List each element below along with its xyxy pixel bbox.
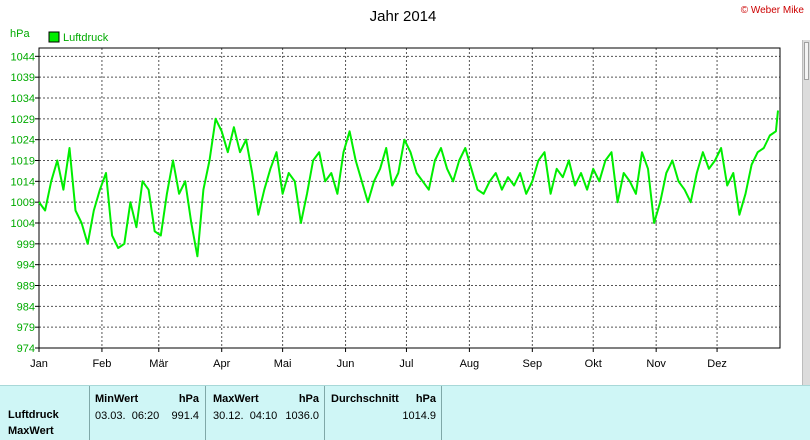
- maxwert-datetime: 30.12. 04:10: [213, 410, 278, 422]
- x-tick-label: Jul: [399, 358, 413, 370]
- y-tick-label: 1004: [11, 218, 35, 230]
- minwert-unit: hPa: [178, 393, 199, 405]
- y-tick-label: 994: [17, 260, 35, 272]
- x-axis: Jan Feb Mär Apr Mai Jun Jul Aug Sep Okt Nov Dez: [30, 348, 727, 370]
- chart-title: Jahr 2014: [370, 8, 437, 25]
- y-axis: 974 979 984 989 994 999 1004 1009 1014 1019 1024 10…: [11, 51, 39, 355]
- maxwert-value: 1036.0: [285, 410, 319, 422]
- durchschnitt-value: 1014.9: [402, 410, 436, 422]
- row-label-maxwert: MaxWert: [8, 425, 54, 437]
- maxwert-unit: hPa: [298, 393, 319, 405]
- y-tick-label: 1014: [11, 176, 35, 188]
- y-unit-label: hPa: [10, 28, 30, 40]
- x-tick-label: Nov: [646, 358, 666, 370]
- y-tick-label: 1039: [11, 72, 35, 84]
- y-tick-label: 1019: [11, 156, 35, 168]
- y-tick-label: 989: [17, 281, 35, 293]
- y-tick-label: 1009: [11, 197, 35, 209]
- x-tick-label: Aug: [460, 358, 480, 370]
- x-tick-label: Dez: [707, 358, 727, 370]
- copyright-label: © Weber Mike: [741, 5, 805, 16]
- y-tick-label: 984: [17, 301, 35, 313]
- x-tick-label: Sep: [523, 358, 543, 370]
- x-tick-label: Jan: [30, 358, 48, 370]
- x-tick-label: Feb: [92, 358, 111, 370]
- series-line-luftdruck: [38, 110, 779, 258]
- scrollbar-thumb[interactable]: [804, 42, 809, 80]
- plot-frame: [38, 47, 781, 349]
- y-tick-label: 974: [17, 343, 35, 355]
- x-tick-label: Mai: [274, 358, 292, 370]
- row-label-luftdruck: Luftdruck: [8, 409, 59, 421]
- y-tick-label: 1044: [11, 51, 35, 63]
- minwert-column: MinWert hPa 03.03. 06:20 991.4: [89, 386, 205, 440]
- durchschnitt-header: Durchschnitt: [331, 393, 399, 405]
- y-tick-label: 999: [17, 239, 35, 251]
- y-tick-label: 1024: [11, 135, 35, 147]
- maxwert-header: MaxWert: [213, 393, 259, 405]
- vertical-scrollbar[interactable]: [802, 40, 810, 385]
- minwert-header: MinWert: [95, 393, 139, 405]
- y-tick-label: 979: [17, 322, 35, 334]
- x-tick-label: Apr: [213, 358, 230, 370]
- y-tick-label: 1034: [11, 93, 35, 105]
- durchschnitt-column: Durchschnitt hPa 1014.9: [324, 386, 442, 440]
- x-tick-label: Mär: [149, 358, 168, 370]
- stats-panel: Luftdruck MaxWert MinWert hPa 03.03. 06:…: [0, 385, 810, 440]
- chart: Jahr 2014 © Weber Mike hPa Luftdruck 974…: [10, 5, 805, 370]
- minwert-value: 991.4: [171, 410, 199, 422]
- maxwert-column: MaxWert hPa 30.12. 04:10 1036.0: [205, 386, 324, 440]
- x-tick-label: Jun: [337, 358, 355, 370]
- y-tick-label: 1029: [11, 114, 35, 126]
- legend-label: Luftdruck: [63, 32, 109, 44]
- legend-swatch: [48, 31, 60, 43]
- minwert-datetime: 03.03. 06:20: [95, 410, 160, 422]
- x-tick-label: Okt: [585, 358, 602, 370]
- durchschnitt-unit: hPa: [415, 393, 436, 405]
